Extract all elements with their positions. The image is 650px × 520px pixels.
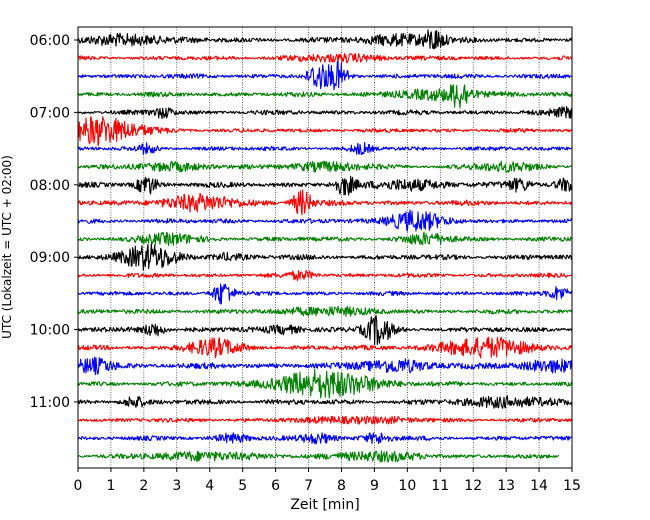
x-tick-label: 11 [431,478,449,494]
trace-line [77,231,573,247]
x-axis-label: Zeit [min] [290,497,359,513]
x-tick-label: 1 [106,478,115,494]
x-tick-label: 8 [337,478,346,494]
trace-line [77,60,573,91]
plot-frame [77,26,573,469]
trace-line [77,84,573,109]
trace-line [77,160,573,173]
trace-line [77,269,573,282]
x-tick-label: 7 [304,478,313,494]
y-axis-ticks: 06:00 07:00 08:00 09:00 10:00 11:00 [30,33,78,411]
trace-line [77,368,573,399]
x-tick-label: 0 [74,478,83,494]
trace-line [78,175,573,196]
vertical-grid [110,27,540,468]
trace-line [77,283,573,305]
y-tick-label: 10:00 [30,323,70,339]
y-tick-label: 06:00 [30,33,70,49]
trace-line [77,395,573,409]
x-tick-label: 6 [271,478,280,494]
y-tick-label: 11:00 [30,395,70,411]
trace-line [77,432,573,445]
seismic-traces [77,29,573,463]
x-tick-label: 14 [530,478,548,494]
x-tick-label: 13 [497,478,515,494]
x-tick-label: 15 [563,478,581,494]
y-axis-label: UTC (Lokalzeit = UTC + 02:00) [0,155,14,339]
x-tick-label: 12 [464,478,482,494]
trace-line [77,450,560,463]
y-tick-label: 07:00 [30,105,70,121]
trace-line [77,243,573,271]
y-tick-label: 08:00 [30,178,70,194]
trace-line [77,209,573,232]
trace-line [77,141,573,156]
trace-line [77,105,573,120]
x-tick-label: 2 [139,478,148,494]
x-tick-label: 5 [238,478,247,494]
x-axis-ticks: 0 1 2 3 4 5 6 7 8 9 10 11 12 13 14 15 [74,468,581,494]
x-tick-label: 3 [172,478,181,494]
trace-line [77,29,573,50]
x-tick-label: 4 [205,478,214,494]
trace-line [77,189,573,216]
x-tick-label: 9 [370,478,379,494]
trace-line [77,415,573,425]
trace-line [77,356,573,376]
trace-line [77,314,573,345]
x-tick-label: 10 [398,478,416,494]
y-tick-label: 09:00 [30,250,70,266]
trace-line [77,305,573,317]
trace-line [77,52,573,64]
trace-line [77,116,573,146]
trace-line [77,336,573,359]
